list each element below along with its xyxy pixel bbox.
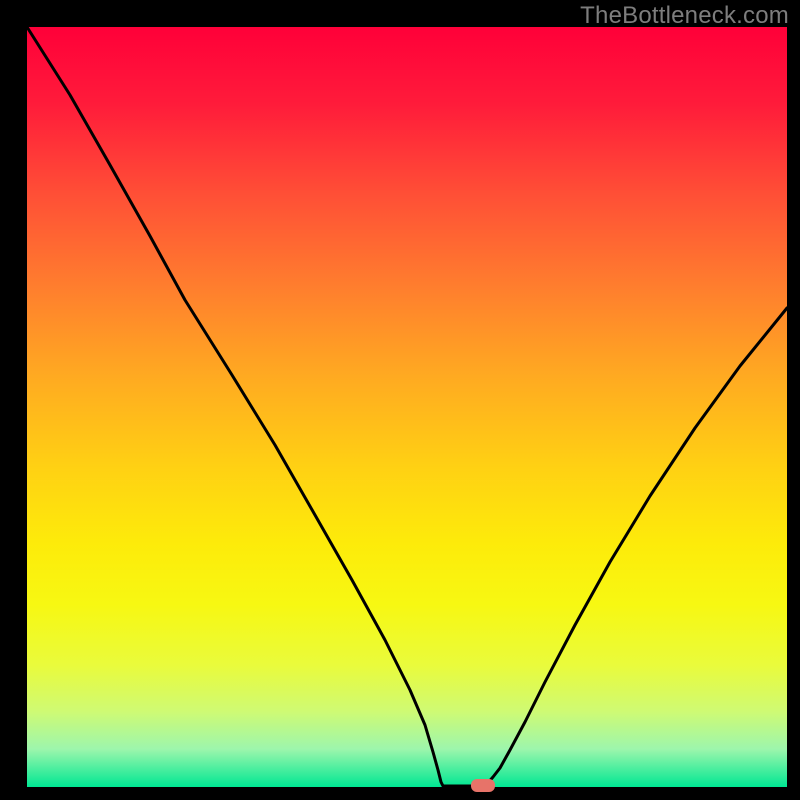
chart-container: TheBottleneck.com <box>0 0 800 800</box>
watermark-text: TheBottleneck.com <box>580 2 789 30</box>
plot-background <box>27 27 787 787</box>
optimal-point-marker <box>471 779 495 792</box>
chart-svg <box>0 0 800 800</box>
